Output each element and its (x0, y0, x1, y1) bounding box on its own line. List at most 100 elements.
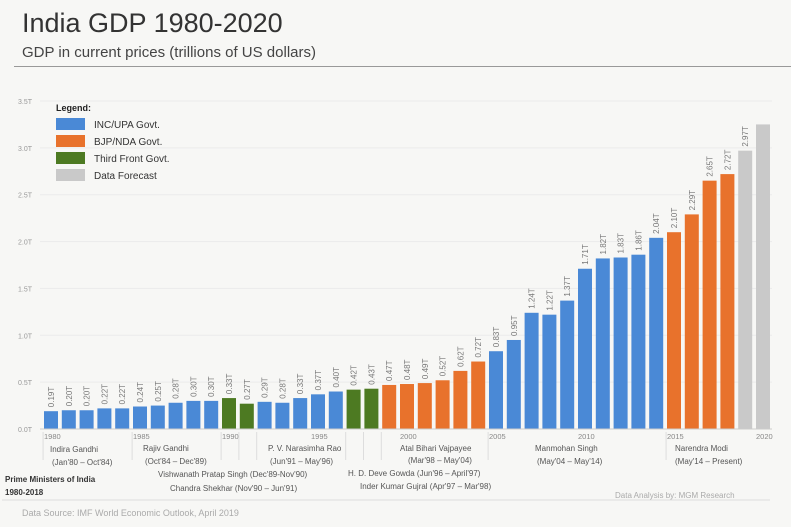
bar-2010 (578, 268, 592, 429)
bar-1983 (97, 408, 112, 429)
bar-1993 (275, 402, 290, 429)
bar-2016 (684, 214, 699, 429)
data-label: 1.37T (563, 276, 572, 297)
data-label: 2.29T (688, 190, 697, 211)
pm-annotation: Narendra Modi (675, 444, 728, 453)
data-label: 2.97T (741, 126, 750, 147)
y-tick-label: 2.0T (18, 240, 33, 247)
pm-annotation: Indira Gandhi (50, 445, 98, 454)
data-label: 0.62T (456, 346, 465, 367)
bar-1982 (79, 410, 94, 429)
pm-annotation: Atal Bihari Vajpayee (400, 444, 472, 453)
bar-2005 (489, 351, 503, 429)
pm-annotation: H. D. Deve Gowda (Jun'96 – April'97) (348, 469, 481, 478)
bar-1986 (150, 405, 165, 429)
pm-annotation: Vishwanath Pratap Singh (Dec'89-Nov'90) (158, 470, 308, 479)
bar-2012 (613, 257, 628, 429)
bar-2013 (631, 254, 646, 429)
y-tick-label: 1.0T (18, 333, 33, 340)
x-tick-label: 2015 (667, 432, 684, 441)
bar-1980 (44, 411, 58, 429)
pm-heading: Prime Ministers of India (5, 475, 96, 484)
bar-1999 (382, 384, 397, 429)
data-label: 0.27T (243, 379, 252, 400)
legend-label: BJP/NDA Govt. (94, 137, 162, 148)
chart-title: India GDP 1980-2020 (22, 8, 283, 38)
data-label: 1.24T (528, 288, 537, 309)
data-label: 1.83T (617, 233, 626, 254)
data-analysis-credit: Data Analysis by: MGM Research (615, 491, 735, 500)
y-tick-label: 2.5T (18, 193, 33, 200)
bar-1994 (293, 398, 308, 429)
bar-2004 (471, 361, 486, 429)
data-label: 0.47T (385, 360, 394, 381)
data-label: 0.72T (474, 337, 483, 358)
bar-1989 (204, 400, 219, 429)
data-label: 2.72T (723, 150, 732, 171)
data-label: 1.82T (599, 234, 608, 255)
pm-annotation: (Oct'84 – Dec'89) (145, 457, 207, 466)
data-label: 1.71T (581, 244, 590, 265)
legend-swatch-tf (56, 152, 85, 164)
bar-1995 (311, 394, 325, 429)
data-label: 0.25T (154, 381, 163, 402)
data-label: 0.52T (439, 356, 448, 377)
data-label: 0.42T (350, 365, 359, 386)
pm-annotation: (Mar'98 – May'04) (408, 456, 472, 465)
data-label: 1.22T (545, 290, 554, 311)
bar-1984 (115, 408, 130, 429)
bar-1992 (257, 401, 272, 429)
bar-1998 (364, 388, 379, 429)
pm-annotation: (Jun'91 – May'96) (270, 457, 333, 466)
legend-label: Third Front Govt. (94, 154, 170, 165)
data-label: 0.33T (296, 374, 305, 395)
y-tick-label: 1.5T (18, 286, 33, 293)
data-label: 0.22T (118, 384, 127, 405)
pm-annotation: (May'14 – Present) (675, 457, 743, 466)
x-tick-label: 2000 (400, 432, 417, 441)
data-label: 0.28T (278, 378, 287, 399)
data-label: 0.22T (100, 384, 109, 405)
legend-swatch-bjp (56, 135, 85, 147)
data-source: Data Source: IMF World Economic Outlook,… (22, 508, 239, 518)
bar-2009 (560, 300, 575, 429)
x-tick-label: 1995 (311, 432, 328, 441)
legend-swatch-inc (56, 118, 85, 130)
data-label: 1.86T (634, 230, 643, 251)
bar-1985 (133, 406, 147, 429)
data-label: 0.37T (314, 370, 323, 391)
bar-2000 (400, 384, 414, 429)
bar-2020 (756, 124, 770, 429)
data-label: 0.24T (136, 382, 145, 403)
data-label: 0.20T (83, 386, 92, 407)
bar-1991 (239, 403, 254, 429)
pm-annotation: P. V. Narasimha Rao (268, 444, 342, 453)
bar-2011 (595, 258, 610, 429)
bar-1988 (186, 400, 201, 429)
bar-1981 (61, 410, 76, 429)
bar-2018 (720, 174, 735, 429)
data-label: 2.04T (652, 213, 661, 234)
bar-2008 (542, 314, 557, 429)
legend-label: Data Forecast (94, 171, 157, 182)
data-label: 0.33T (225, 374, 234, 395)
pm-annotation: (Jan'80 – Oct'84) (52, 458, 113, 467)
data-label: 2.65T (706, 156, 715, 177)
data-label: 0.83T (492, 327, 501, 348)
data-label: 0.43T (367, 364, 376, 385)
pm-annotation: Inder Kumar Gujral (Apr'97 – Mar'98) (360, 482, 491, 491)
bar-1997 (346, 389, 361, 429)
data-label: 0.29T (261, 377, 270, 398)
title-divider (14, 66, 791, 67)
y-tick-label: 0.0T (18, 427, 33, 434)
data-label: 0.30T (207, 376, 216, 397)
legend-swatch-fc (56, 169, 85, 181)
bar-1990 (222, 398, 236, 429)
pm-annotation: (May'04 – May'14) (537, 457, 603, 466)
x-tick-label: 2010 (578, 432, 595, 441)
bar-2007 (524, 312, 539, 429)
bar-1987 (168, 402, 183, 429)
chart-subtitle: GDP in current prices (trillions of US d… (22, 44, 316, 61)
data-label: 0.28T (172, 378, 181, 399)
